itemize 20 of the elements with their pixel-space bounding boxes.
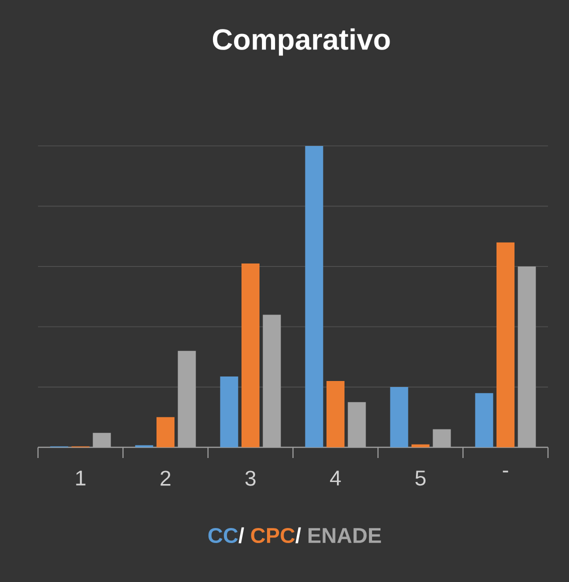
x-tick-label: 5 <box>415 470 426 486</box>
x-tick-label: 1 <box>76 470 86 486</box>
bar <box>156 417 174 448</box>
bar <box>326 381 344 448</box>
text: ENADE <box>308 528 381 543</box>
x-tick-label: - <box>502 470 508 472</box>
text: / <box>295 527 301 544</box>
bar <box>475 393 494 448</box>
x-tick-label: 3 <box>245 470 256 486</box>
bar <box>242 263 260 448</box>
bar <box>220 376 238 448</box>
bar <box>305 146 324 448</box>
x-tick-label: 2 <box>160 470 170 486</box>
bar <box>390 387 408 448</box>
bar <box>496 242 514 448</box>
chart-title: Comparativo <box>212 28 390 56</box>
text: CPC <box>251 528 295 544</box>
text: CC <box>208 528 238 544</box>
text: / <box>238 527 244 544</box>
x-tick-label: 4 <box>330 470 341 486</box>
